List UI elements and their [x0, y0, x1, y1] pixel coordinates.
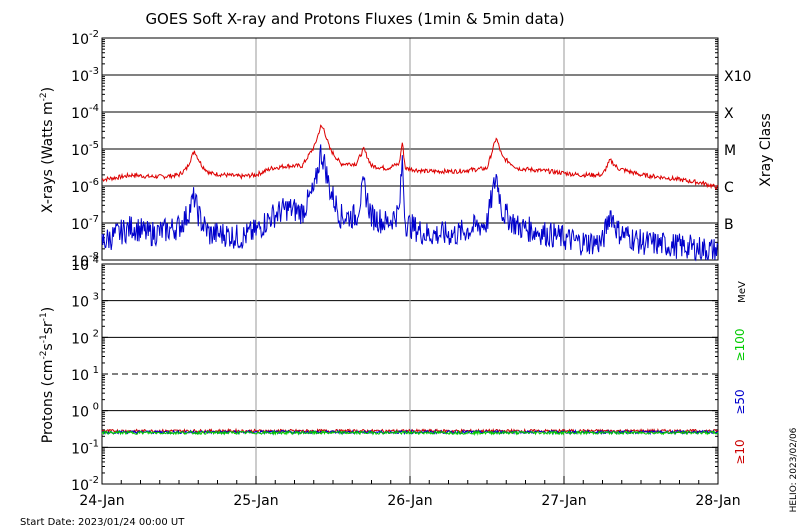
y-tick-label: 10 0: [71, 402, 99, 421]
series-line-long: [101, 124, 719, 190]
proton-ylabel-sup1: -2: [39, 351, 49, 360]
xray-class-label: B: [724, 217, 734, 233]
proton-ylabel-mid1: s: [40, 343, 56, 350]
x-tick-label: 26-Jan: [387, 493, 432, 509]
proton-ylabel-main: Protons (cm: [40, 360, 56, 444]
start-date-label: Start Date: 2023/01/24 00:00 UT: [20, 517, 185, 528]
x-tick-label: 27-Jan: [541, 493, 586, 509]
energy-label-proton_50: ≥50: [733, 389, 747, 414]
y-tick-label: 10-2: [71, 475, 99, 494]
xray-panel: 10-8 10-7 10-6 10-5 10-4 10-3 10-2 B C M X X10: [71, 29, 751, 270]
series-line-short: [101, 144, 719, 262]
y-tick-label: 10-2: [71, 29, 99, 48]
y-tick-label: 10 2: [71, 328, 99, 347]
x-tick-label: 28-Jan: [695, 493, 740, 509]
xray-class-axis-label: Xray Class: [758, 113, 774, 187]
energy-label-proton_100: ≥100: [733, 329, 747, 362]
xray-class-label: X: [724, 106, 734, 122]
xray-ylabel-main: X-rays (Watts m: [40, 101, 56, 213]
xray-y-axis-label: X-rays (Watts m-2): [39, 87, 56, 213]
y-tick-label: 10-4: [71, 103, 99, 122]
chart-title: GOES Soft X-ray and Protons Fluxes (1min…: [145, 10, 564, 28]
proton-y-axis-label: Protons (cm-2s-1sr-1): [39, 307, 56, 443]
energy-unit-label: MeV: [737, 281, 748, 303]
y-tick-label: 10 4: [71, 255, 99, 274]
xray-ylabel-close: ): [40, 87, 56, 92]
xray-class-label: X10: [724, 69, 751, 85]
x-tick-label: 25-Jan: [233, 493, 278, 509]
y-tick-label: 10-3: [71, 66, 99, 85]
x-tick-label: 24-Jan: [79, 493, 124, 509]
xray-class-label: M: [724, 143, 736, 159]
energy-label-proton_10: ≥10: [733, 439, 747, 464]
y-tick-label: 10 1: [71, 365, 99, 384]
y-tick-label: 10-7: [71, 214, 99, 233]
x-axis: 24-Jan 25-Jan 26-Jan 27-Jan 28-Jan: [79, 476, 741, 509]
proton-ylabel-mid2: sr: [40, 321, 56, 334]
proton-ylabel-close: ): [40, 307, 56, 312]
series-line-p100: [101, 429, 719, 436]
y-tick-label: 10-1: [71, 438, 99, 457]
y-tick-label: 10-5: [71, 140, 99, 159]
proton-ylabel-sup2: -1: [39, 334, 49, 343]
proton-ylabel-sup3: -1: [39, 312, 49, 321]
xray-class-label: C: [724, 180, 734, 196]
y-tick-label: 10 3: [71, 292, 99, 311]
xray-ylabel-sup: -2: [39, 92, 49, 101]
y-tick-label: 10-6: [71, 177, 99, 196]
side-stamp-label: HELIO: 2023/02/06: [789, 427, 799, 512]
y-tick-label: 10-8: [71, 251, 99, 270]
